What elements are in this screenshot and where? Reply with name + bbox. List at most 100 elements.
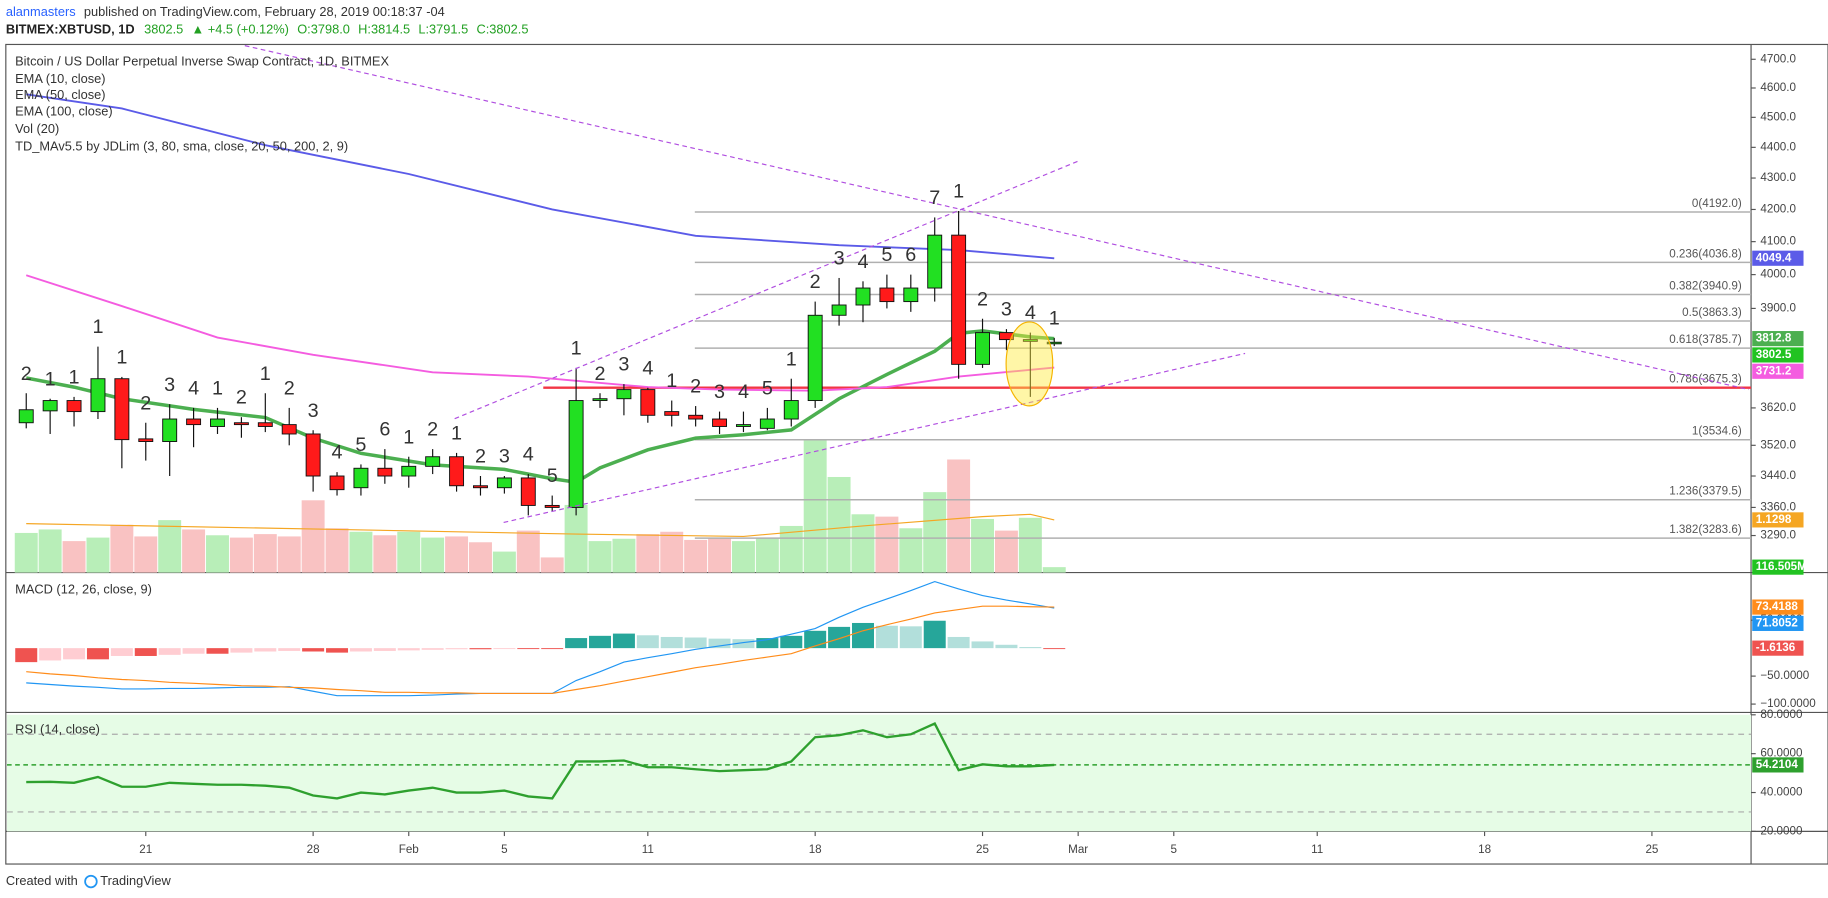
- candle-body: [305, 433, 321, 477]
- volume-bar: [540, 557, 564, 573]
- volume-bar: [277, 536, 301, 573]
- candle-body: [138, 438, 154, 442]
- macd-histogram-bar: [708, 638, 731, 649]
- y-tick-label: 4100.0: [1760, 235, 1796, 248]
- volume-bar: [564, 504, 588, 573]
- y-tick-label: 4200.0: [1760, 203, 1796, 216]
- symbol-line: BITMEX:XBTUSD, 1D 3802.5 ▲ +4.5 (+0.12%)…: [6, 22, 529, 37]
- macd-histogram-bar: [15, 648, 38, 663]
- volume-bar: [229, 537, 253, 573]
- td-count: 3: [834, 248, 845, 270]
- axis-value-box: [1752, 250, 1804, 266]
- td-count: 1: [953, 181, 964, 203]
- rsi-background: [6, 714, 1752, 832]
- axis-value-box: [1752, 757, 1804, 773]
- volume-bar: [660, 531, 684, 573]
- y-tick-label: 3620.0: [1760, 401, 1796, 414]
- candle-body: [951, 234, 967, 365]
- td-count: 1: [451, 422, 462, 444]
- volume-bar: [923, 492, 947, 573]
- macd-histogram-bar: [230, 648, 253, 653]
- axis-value-label: 4049.4: [1756, 251, 1792, 264]
- y-tick-label: 20.0000: [1760, 824, 1803, 837]
- highlight-ellipse: [1005, 321, 1054, 407]
- td-count: 3: [618, 354, 629, 376]
- candle-body: [1022, 339, 1038, 342]
- td-count: 4: [523, 444, 534, 466]
- axis-value-box: [1752, 640, 1804, 656]
- macd-histogram-bar: [995, 644, 1018, 649]
- frame: [5, 43, 1828, 865]
- candle-body: [712, 418, 728, 427]
- axis-value-label: 3802.5: [1756, 348, 1792, 361]
- candle-body: [1046, 341, 1062, 345]
- macd-histogram-bar: [780, 635, 803, 649]
- volume-bar: [731, 541, 755, 573]
- td-count: 3: [1001, 299, 1012, 321]
- candle-body: [568, 400, 584, 508]
- td-count: 6: [379, 419, 390, 441]
- candle-body: [664, 411, 680, 416]
- candle-body: [18, 409, 34, 424]
- y-tick-label: 60.0000: [1760, 747, 1803, 760]
- x-tick-label: 28: [307, 843, 320, 856]
- volume-bar: [636, 534, 660, 573]
- volume-bar: [421, 537, 445, 573]
- axis-value-box: [1752, 363, 1804, 379]
- volume-bar: [994, 530, 1018, 573]
- volume-bar: [134, 536, 158, 573]
- macd-histogram-bar: [134, 648, 157, 656]
- tradingview-logo[interactable]: TradingView: [84, 873, 172, 889]
- volume-bar: [206, 535, 229, 573]
- signal-line: [26, 605, 1055, 695]
- volume-bar: [516, 530, 540, 573]
- candle-body: [903, 287, 919, 303]
- macd-histogram-bar: [445, 648, 468, 650]
- candle-body: [90, 378, 106, 413]
- volume-bar: [325, 528, 349, 573]
- brand[interactable]: TradingView: [100, 873, 171, 888]
- fib-label: 0(4192.0): [1692, 197, 1742, 210]
- candle-body: [496, 477, 512, 489]
- y-tick-label: 4300.0: [1760, 171, 1796, 184]
- candle-body: [66, 400, 82, 413]
- macd-histogram-bar: [110, 648, 133, 656]
- macd-histogram-bar: [86, 648, 109, 660]
- y-tick-label: 40.0000: [1760, 786, 1803, 799]
- fib-label: 1(3534.6): [1692, 425, 1742, 438]
- volume-bar: [1042, 567, 1066, 573]
- volume-bar: [588, 541, 612, 573]
- td-count: 2: [21, 363, 32, 385]
- axis-value-box: [1752, 559, 1804, 575]
- fib-label: 1.382(3283.6): [1669, 523, 1742, 536]
- y-tick-label: 3440.0: [1760, 469, 1796, 482]
- volume-bar: [373, 535, 397, 573]
- candle-body: [544, 504, 560, 508]
- macd-histogram-bar: [828, 626, 851, 649]
- td-count: 1: [116, 346, 127, 368]
- macd-histogram-bar: [541, 648, 564, 650]
- candle-body: [759, 418, 775, 429]
- td-count: 1: [260, 363, 271, 385]
- td-count: 5: [762, 377, 773, 399]
- td-count: 1: [45, 368, 56, 390]
- volume-bar: [492, 551, 516, 573]
- macd-histogram-bar: [158, 648, 181, 655]
- macd-histogram-bar: [660, 636, 683, 649]
- macd-histogram-bar: [326, 648, 349, 653]
- author[interactable]: alanmasters: [6, 4, 76, 19]
- td-count: 2: [977, 288, 988, 310]
- chart-title: Bitcoin / US Dollar Perpetual Inverse Sw…: [15, 53, 389, 68]
- volume-bar: [1018, 517, 1042, 573]
- trend-line: [503, 352, 1246, 524]
- macd-histogram-bar: [971, 641, 994, 649]
- td-count: 5: [547, 465, 558, 487]
- x-tick-label: 25: [1645, 843, 1658, 856]
- volume-bar: [349, 531, 373, 573]
- macd-histogram-bar: [899, 626, 922, 649]
- macd-histogram-bar: [851, 622, 874, 649]
- legend-entry: Vol (20): [15, 121, 59, 136]
- axis-value-box: [1752, 615, 1804, 631]
- x-tick-label: 11: [1311, 843, 1323, 856]
